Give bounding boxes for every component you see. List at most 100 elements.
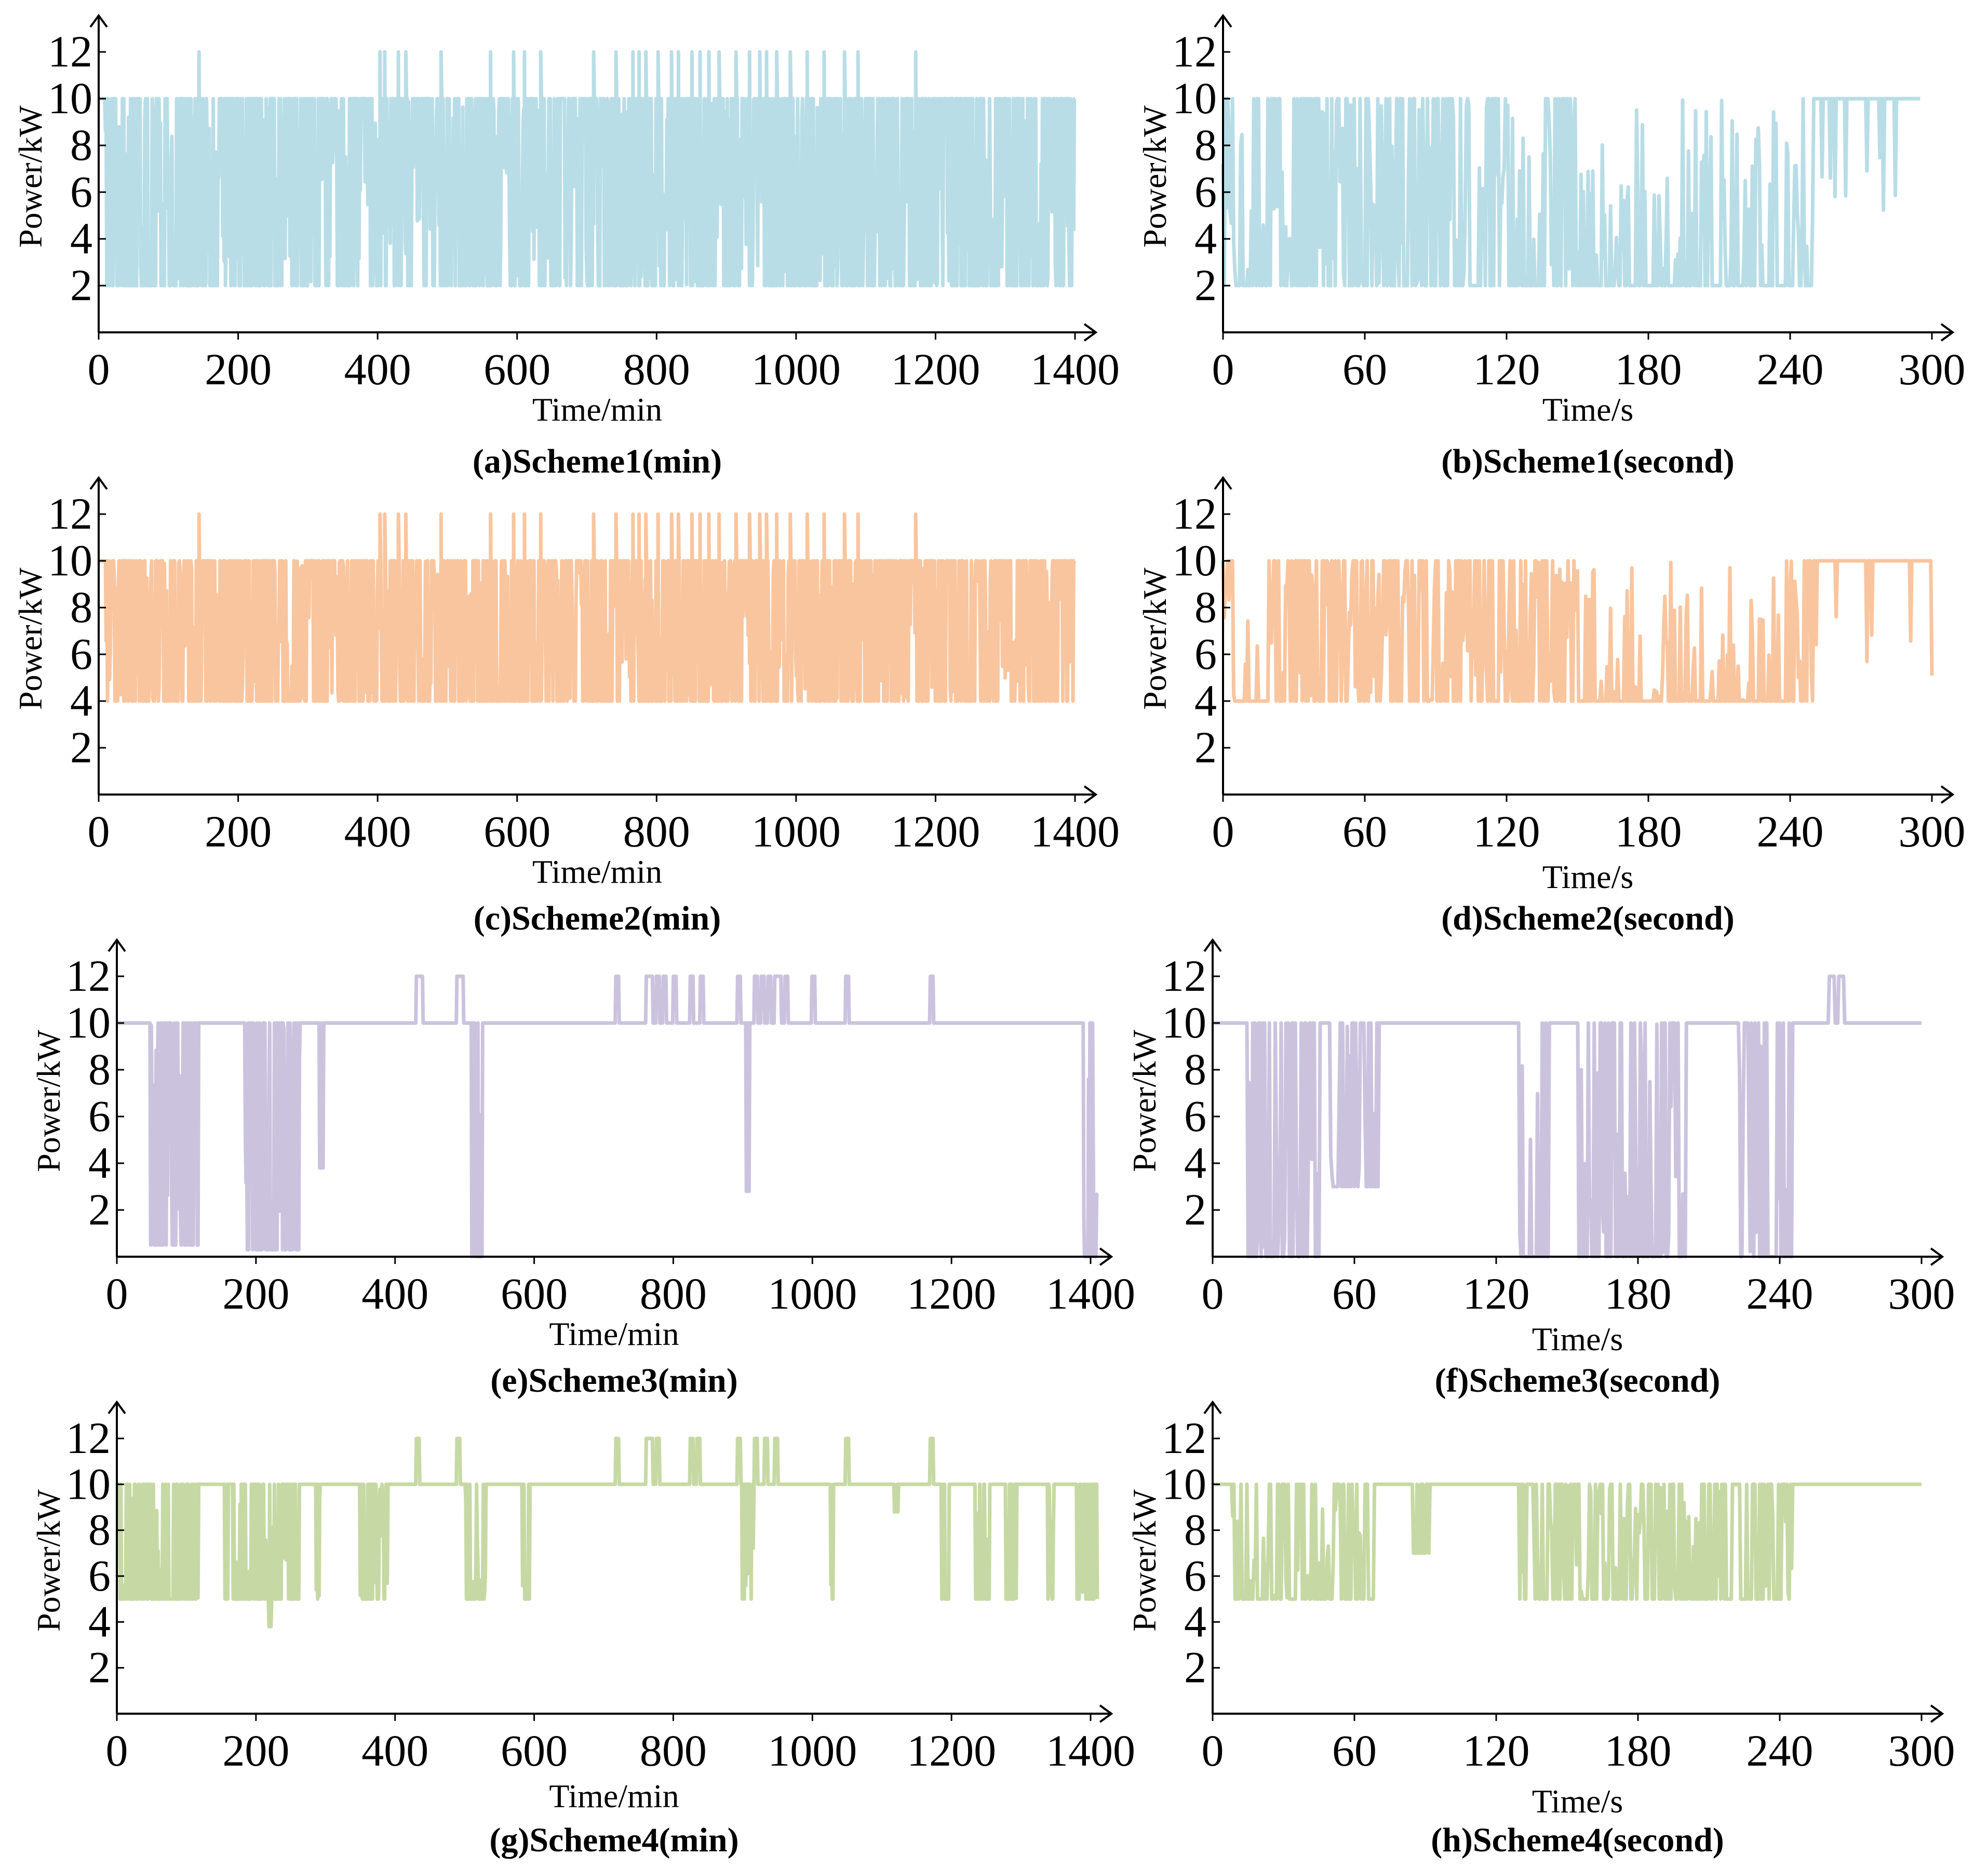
x-axis-arrow-f: [1930, 1247, 1944, 1266]
panel-caption-c: (c)Scheme2(min): [474, 899, 721, 937]
x-tick-label-e: 1000: [768, 1269, 857, 1319]
y-tick-label-h: 4: [1184, 1596, 1206, 1646]
x-tick-label-g: 1400: [1046, 1726, 1135, 1775]
y-tick-label-h: 8: [1184, 1505, 1206, 1555]
x-tick-label-h: 180: [1605, 1726, 1672, 1775]
y-tick-label-d: 4: [1194, 676, 1217, 725]
x-tick-label-a: 1200: [891, 344, 980, 394]
y-tick-label-d: 6: [1194, 629, 1217, 679]
x-tick-label-g: 600: [501, 1726, 568, 1775]
y-tick-label-c: 6: [70, 629, 92, 679]
x-axis-arrow-a: [1083, 323, 1098, 342]
y-tick-label-h: 10: [1162, 1459, 1206, 1509]
series-line-d-Scheme2: [1221, 559, 1934, 703]
x-tick-label-g: 0: [106, 1726, 128, 1775]
y-axis-title-b: Power/kW: [1136, 105, 1173, 248]
y-axis-arrow-b: [1214, 14, 1232, 28]
y-tick-label-b: 4: [1194, 213, 1217, 263]
y-tick-label-e: 6: [88, 1091, 111, 1141]
x-axis-arrow-c: [1083, 785, 1098, 804]
x-tick-label-a: 400: [344, 344, 411, 394]
y-tick-label-f: 10: [1162, 998, 1206, 1047]
x-tick-label-f: 300: [1888, 1269, 1955, 1319]
x-tick-label-g: 1200: [907, 1726, 996, 1775]
x-tick-label-a: 800: [623, 344, 690, 394]
x-tick-label-c: 400: [344, 806, 411, 856]
x-tick-label-c: 1200: [891, 806, 980, 856]
y-axis-arrow-a: [89, 14, 108, 28]
y-axis-arrow-d: [1214, 476, 1232, 490]
x-tick-label-a: 200: [205, 344, 272, 394]
series-line-f-Scheme3: [1212, 974, 1923, 1259]
y-axis-title-h: Power/kW: [1126, 1489, 1163, 1632]
y-tick-label-f: 8: [1184, 1044, 1206, 1094]
y-axis-title-g: Power/kW: [30, 1489, 67, 1632]
x-axis-arrow-h: [1930, 1704, 1944, 1723]
x-tick-label-f: 0: [1202, 1269, 1224, 1319]
x-tick-label-g: 800: [640, 1726, 707, 1775]
x-tick-label-f: 180: [1605, 1269, 1672, 1319]
y-tick-label-c: 8: [70, 582, 92, 632]
y-axis-arrow-f: [1203, 938, 1222, 952]
x-tick-label-d: 60: [1342, 806, 1387, 856]
x-tick-label-a: 1000: [751, 344, 841, 394]
y-tick-label-g: 2: [88, 1643, 111, 1692]
y-tick-label-e: 4: [88, 1138, 111, 1188]
x-tick-label-g: 1000: [768, 1726, 857, 1775]
x-axis-title-c: Time/min: [532, 853, 662, 890]
y-tick-label-g: 10: [66, 1459, 111, 1509]
x-axis-title-e: Time/min: [549, 1315, 679, 1352]
series-line-g-Scheme4: [115, 1436, 1099, 1629]
y-tick-label-h: 12: [1162, 1413, 1206, 1463]
x-axis-title-d: Time/s: [1542, 858, 1634, 895]
x-tick-label-e: 400: [361, 1269, 428, 1319]
x-tick-label-e: 800: [640, 1269, 707, 1319]
y-axis-arrow-e: [108, 938, 126, 952]
x-axis-arrow-e: [1099, 1247, 1113, 1266]
y-tick-label-e: 10: [66, 998, 111, 1047]
x-tick-label-h: 120: [1463, 1726, 1530, 1775]
x-axis-arrow-g: [1099, 1704, 1113, 1723]
x-tick-label-h: 240: [1747, 1726, 1814, 1775]
panel-caption-a: (a)Scheme1(min): [473, 442, 722, 480]
x-tick-label-c: 600: [483, 806, 550, 856]
x-tick-label-h: 300: [1888, 1726, 1955, 1775]
y-tick-label-h: 6: [1184, 1551, 1206, 1600]
x-tick-label-e: 0: [106, 1269, 128, 1319]
y-tick-label-g: 4: [88, 1596, 111, 1646]
series-line-e-Scheme3: [115, 974, 1099, 1259]
y-tick-label-d: 10: [1172, 535, 1217, 585]
y-axis-title-f: Power/kW: [1126, 1030, 1163, 1172]
y-tick-label-b: 8: [1194, 120, 1217, 170]
x-tick-label-b: 120: [1473, 344, 1540, 394]
y-tick-label-f: 6: [1184, 1091, 1206, 1141]
y-tick-label-f: 12: [1162, 951, 1206, 1001]
panel-caption-e: (e)Scheme3(min): [490, 1362, 738, 1400]
panel-caption-f: (f)Scheme3(second): [1435, 1362, 1721, 1400]
y-tick-label-e: 8: [88, 1044, 111, 1094]
x-tick-label-b: 60: [1342, 344, 1387, 394]
x-tick-label-c: 800: [623, 806, 690, 856]
y-tick-label-b: 12: [1172, 26, 1217, 76]
x-tick-label-e: 200: [222, 1269, 289, 1319]
x-tick-label-e: 1200: [907, 1269, 996, 1319]
y-tick-label-a: 2: [70, 260, 92, 310]
y-tick-label-c: 4: [70, 676, 92, 725]
y-tick-label-g: 12: [66, 1413, 111, 1463]
series-line-h-Scheme4: [1212, 1482, 1923, 1601]
x-tick-label-a: 600: [483, 344, 550, 394]
y-tick-label-h: 2: [1184, 1643, 1206, 1692]
x-tick-label-c: 1400: [1030, 806, 1120, 856]
y-axis-arrow-c: [89, 476, 108, 490]
x-axis-arrow-d: [1940, 785, 1955, 804]
x-tick-label-b: 180: [1615, 344, 1682, 394]
y-tick-label-e: 12: [66, 951, 111, 1001]
x-tick-label-f: 120: [1463, 1269, 1530, 1319]
